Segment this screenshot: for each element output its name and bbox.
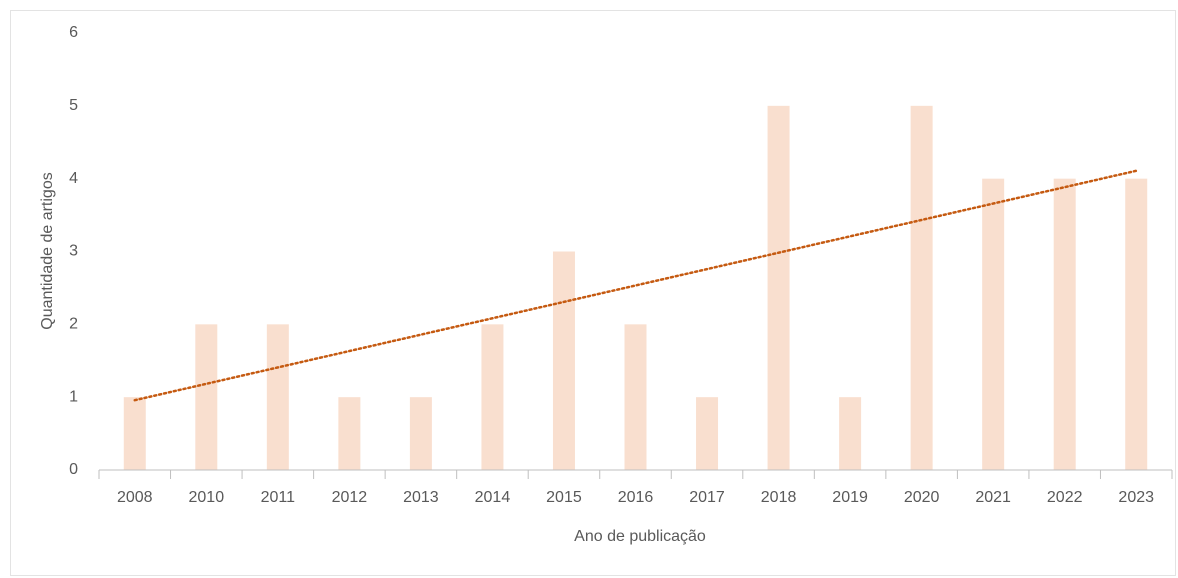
x-tick-label: 2011 [261, 489, 296, 506]
x-tick-label: 2014 [475, 489, 511, 506]
y-axis-label: Quantidade de artigos [39, 172, 56, 329]
y-tick-label: 0 [69, 461, 78, 478]
x-tick-label: 2015 [546, 489, 582, 506]
bar [1053, 178, 1076, 470]
x-tick-label: 2023 [1118, 489, 1154, 506]
y-tick-label: 3 [69, 243, 78, 260]
y-tick-label: 4 [69, 170, 78, 187]
bar [123, 397, 146, 470]
bar [195, 324, 218, 470]
bar [481, 324, 504, 470]
bar [266, 324, 289, 470]
x-axis-label: Ano de publicação [574, 528, 706, 545]
y-tick-label: 5 [69, 97, 78, 114]
x-tick-label: 2016 [618, 489, 654, 506]
bar [409, 397, 432, 470]
chart-frame [10, 10, 1176, 576]
x-tick-label: 2008 [117, 489, 153, 506]
x-tick-label: 2010 [189, 489, 225, 506]
x-tick-label: 2019 [832, 489, 868, 506]
bar [552, 251, 575, 470]
x-tick-label: 2013 [403, 489, 439, 506]
bar [839, 397, 862, 470]
bar [338, 397, 361, 470]
bar [767, 105, 790, 470]
x-tick-label: 2012 [332, 489, 368, 506]
bar [624, 324, 647, 470]
y-tick-label: 2 [69, 316, 78, 333]
bar [1125, 178, 1148, 470]
bar [696, 397, 719, 470]
bar [982, 178, 1005, 470]
y-tick-label: 1 [69, 388, 78, 405]
x-tick-label: 2022 [1047, 489, 1083, 506]
bar [910, 105, 933, 470]
x-tick-label: 2018 [761, 489, 797, 506]
x-tick-label: 2021 [975, 489, 1011, 506]
x-tick-label: 2020 [904, 489, 940, 506]
x-tick-label: 2017 [689, 489, 725, 506]
trendline [133, 169, 1138, 402]
y-tick-label: 6 [69, 24, 78, 41]
